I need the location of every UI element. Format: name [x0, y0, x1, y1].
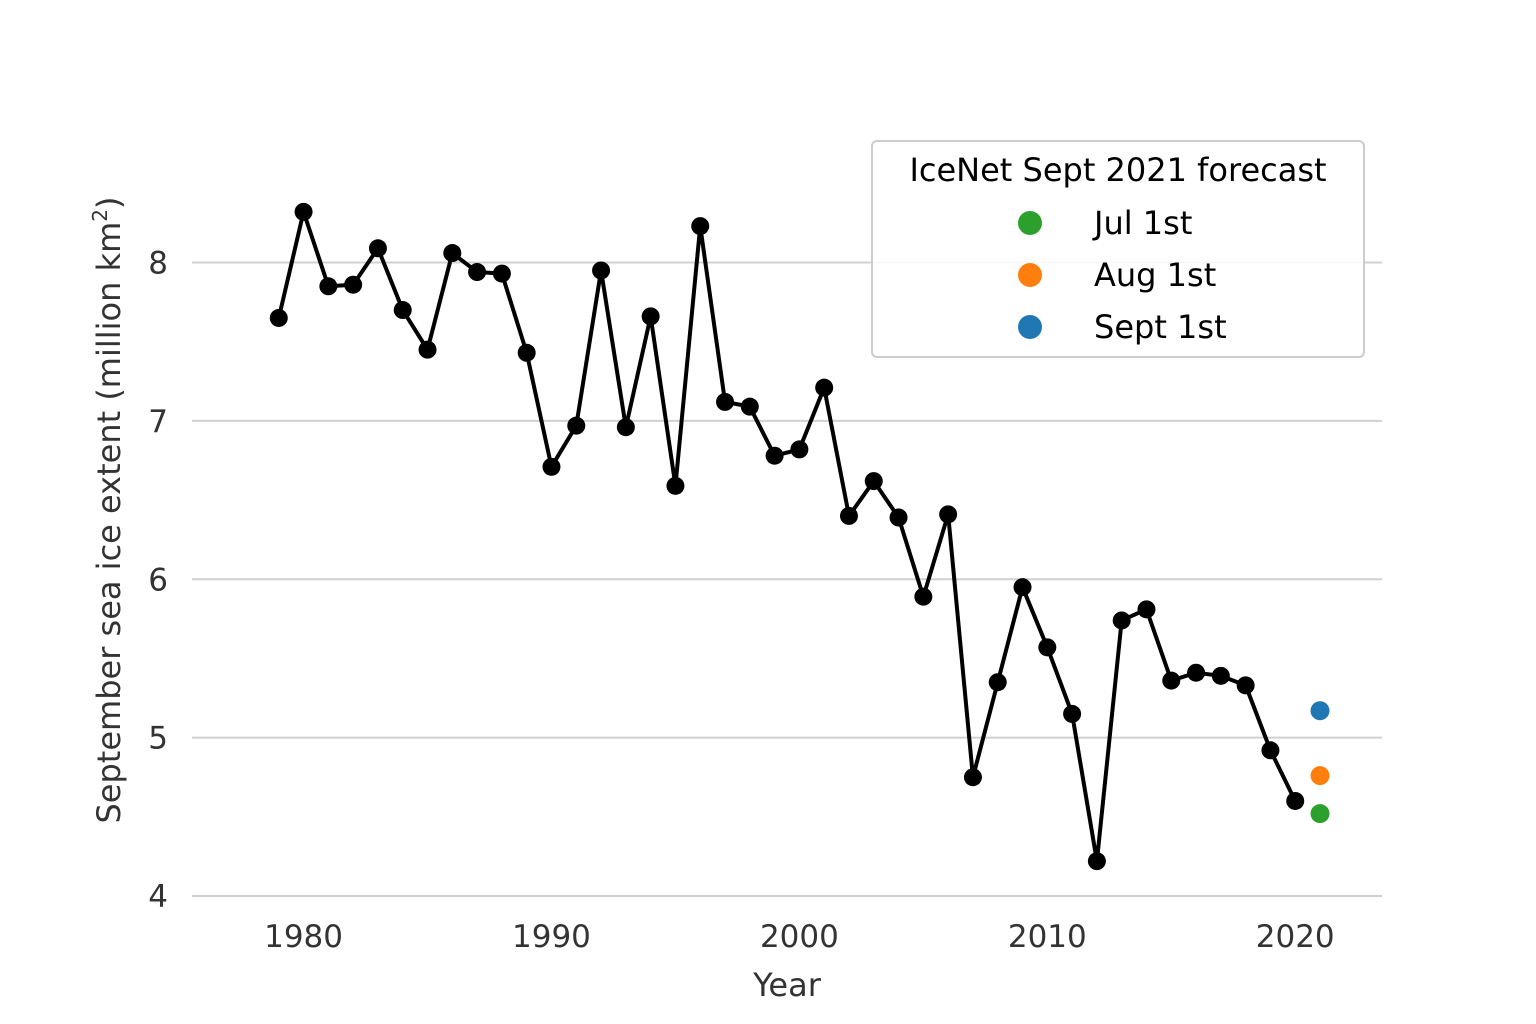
- data-point: [1286, 791, 1305, 810]
- data-point: [790, 440, 809, 459]
- legend-entry-label: Aug 1st: [1094, 256, 1216, 294]
- data-point: [418, 340, 437, 359]
- y-tick-label: 6: [148, 562, 168, 598]
- data-point: [939, 505, 958, 524]
- data-point: [294, 202, 313, 221]
- legend-marker: [1018, 263, 1042, 287]
- forecast-point: [1310, 701, 1330, 721]
- data-point: [691, 217, 710, 236]
- y-tick-labels: 4 5 6 7 8: [148, 246, 168, 915]
- data-point: [468, 263, 487, 282]
- data-point: [1137, 600, 1156, 619]
- y-tick-label: 5: [148, 721, 168, 757]
- data-point: [716, 392, 735, 411]
- y-axis-label-superscript: 2: [88, 209, 112, 222]
- forecast-point: [1310, 804, 1330, 824]
- y-tick-label: 8: [148, 246, 168, 282]
- forecast-point: [1310, 766, 1330, 786]
- data-point: [1038, 638, 1057, 657]
- data-point: [765, 446, 784, 465]
- data-point: [542, 457, 561, 476]
- data-point: [914, 587, 933, 606]
- legend-entry-label: Sept 1st: [1094, 308, 1227, 346]
- series-group: [269, 202, 1305, 871]
- legend-entry-label: Jul 1st: [1092, 204, 1192, 242]
- legend-marker: [1018, 211, 1042, 235]
- legend-title: IceNet Sept 2021 forecast: [909, 151, 1326, 189]
- data-point: [344, 275, 363, 294]
- data-point: [592, 261, 611, 280]
- y-axis-label-end: ): [90, 197, 128, 209]
- data-point: [641, 307, 660, 326]
- data-point: [1261, 741, 1280, 760]
- x-tick-label: 1990: [512, 919, 591, 955]
- data-point: [1087, 852, 1106, 871]
- data-point: [666, 476, 685, 495]
- data-point: [269, 308, 288, 327]
- data-point: [963, 768, 982, 787]
- data-point: [864, 472, 883, 491]
- legend: IceNet Sept 2021 forecast Jul 1st Aug 1st…: [871, 140, 1365, 358]
- data-point: [1187, 663, 1206, 682]
- data-point: [368, 239, 387, 258]
- data-point: [1211, 666, 1230, 685]
- data-point: [616, 418, 635, 437]
- y-tick-label: 7: [148, 404, 168, 440]
- data-point: [492, 264, 511, 283]
- data-point: [393, 301, 412, 320]
- data-point: [740, 397, 759, 416]
- legend-marker: [1018, 315, 1042, 339]
- data-point: [1013, 578, 1032, 597]
- data-point: [988, 673, 1007, 692]
- data-point: [517, 343, 536, 362]
- x-axis-label: Year: [752, 966, 822, 1004]
- y-axis-label: September sea ice extent (million km2): [88, 197, 128, 824]
- y-axis-label-main: September sea ice extent (million km: [90, 222, 128, 824]
- y-tick-label: 4: [148, 879, 168, 915]
- data-point: [815, 378, 834, 397]
- data-point: [567, 416, 586, 435]
- x-tick-label: 2020: [1256, 919, 1335, 955]
- data-point: [1236, 676, 1255, 695]
- x-tick-label: 2000: [760, 919, 839, 955]
- data-point: [443, 244, 462, 263]
- data-point: [839, 506, 858, 525]
- y-gridlines: [192, 261, 1382, 897]
- x-tick-label: 2010: [1008, 919, 1087, 955]
- x-tick-labels: 1980 1990 2000 2010 2020: [264, 919, 1335, 955]
- legend-items: Jul 1st Aug 1st Sept 1st: [1018, 204, 1227, 346]
- data-point: [1112, 611, 1131, 630]
- data-point: [1162, 671, 1181, 690]
- x-tick-label: 1980: [264, 919, 343, 955]
- data-point: [889, 508, 908, 527]
- forecast-points: [1310, 701, 1330, 824]
- legend-frame: [871, 140, 1365, 358]
- data-point: [1063, 704, 1082, 723]
- data-point: [319, 277, 338, 296]
